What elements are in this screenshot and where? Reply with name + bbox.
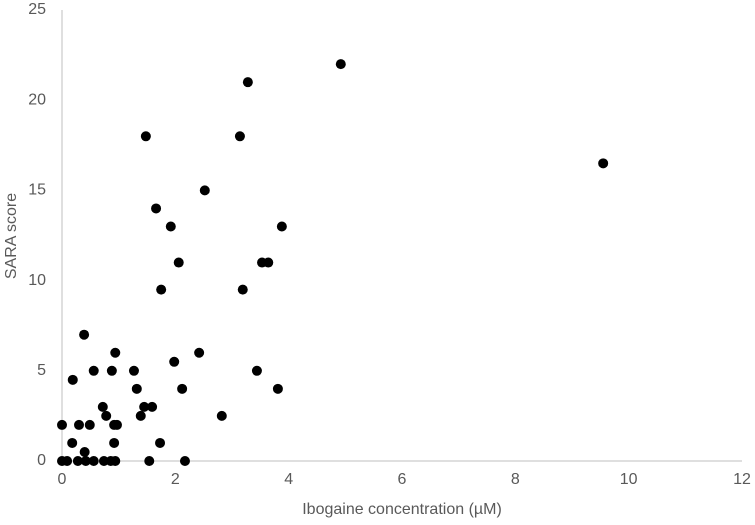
point [165, 221, 176, 232]
point [84, 419, 95, 430]
point [151, 203, 162, 214]
point [79, 446, 90, 457]
point [131, 383, 142, 394]
point [242, 77, 253, 88]
point [109, 437, 120, 448]
y-axis-label: SARA score [3, 193, 20, 279]
point [80, 456, 91, 466]
point [272, 383, 283, 394]
point [97, 401, 108, 412]
point [156, 284, 167, 295]
point [169, 356, 180, 367]
y-tick-label: 25 [28, 1, 46, 18]
point [67, 374, 78, 385]
point [179, 456, 190, 466]
point [62, 456, 73, 466]
point [177, 383, 188, 394]
point [74, 419, 84, 430]
point [67, 437, 78, 448]
point [194, 347, 205, 358]
point [144, 456, 155, 466]
point [251, 365, 262, 376]
point [110, 347, 121, 358]
point [237, 284, 248, 295]
point [88, 365, 99, 376]
point [111, 419, 122, 430]
x-tick-label: 2 [171, 471, 180, 488]
point [128, 365, 139, 376]
y-tick-label: 5 [37, 362, 46, 379]
y-tick-label: 20 [28, 91, 46, 108]
point [88, 456, 99, 466]
x-tick-label: 10 [620, 471, 638, 488]
point [598, 158, 609, 169]
point [106, 365, 117, 376]
x-tick-label: 6 [398, 471, 407, 488]
point [335, 59, 346, 70]
x-tick-label: 4 [284, 471, 293, 488]
point [110, 456, 121, 466]
point [216, 410, 227, 421]
point [57, 419, 67, 430]
point [140, 131, 151, 142]
point [147, 401, 158, 412]
x-tick-label: 12 [733, 471, 751, 488]
point [101, 410, 112, 421]
y-tick-label: 15 [28, 182, 46, 199]
x-tick-label: 8 [511, 471, 520, 488]
point [234, 131, 245, 142]
y-tick-label: 10 [28, 272, 46, 289]
x-tick-label: 0 [58, 471, 67, 488]
point [155, 437, 166, 448]
point [139, 401, 150, 412]
point [276, 221, 287, 232]
point [72, 456, 83, 466]
x-axis-label: Ibogaine concentration (µM) [302, 501, 502, 518]
y-tick-label: 0 [37, 452, 46, 469]
point [199, 185, 210, 196]
point [173, 257, 184, 268]
point [79, 329, 90, 340]
point [135, 410, 146, 421]
point [263, 257, 274, 268]
